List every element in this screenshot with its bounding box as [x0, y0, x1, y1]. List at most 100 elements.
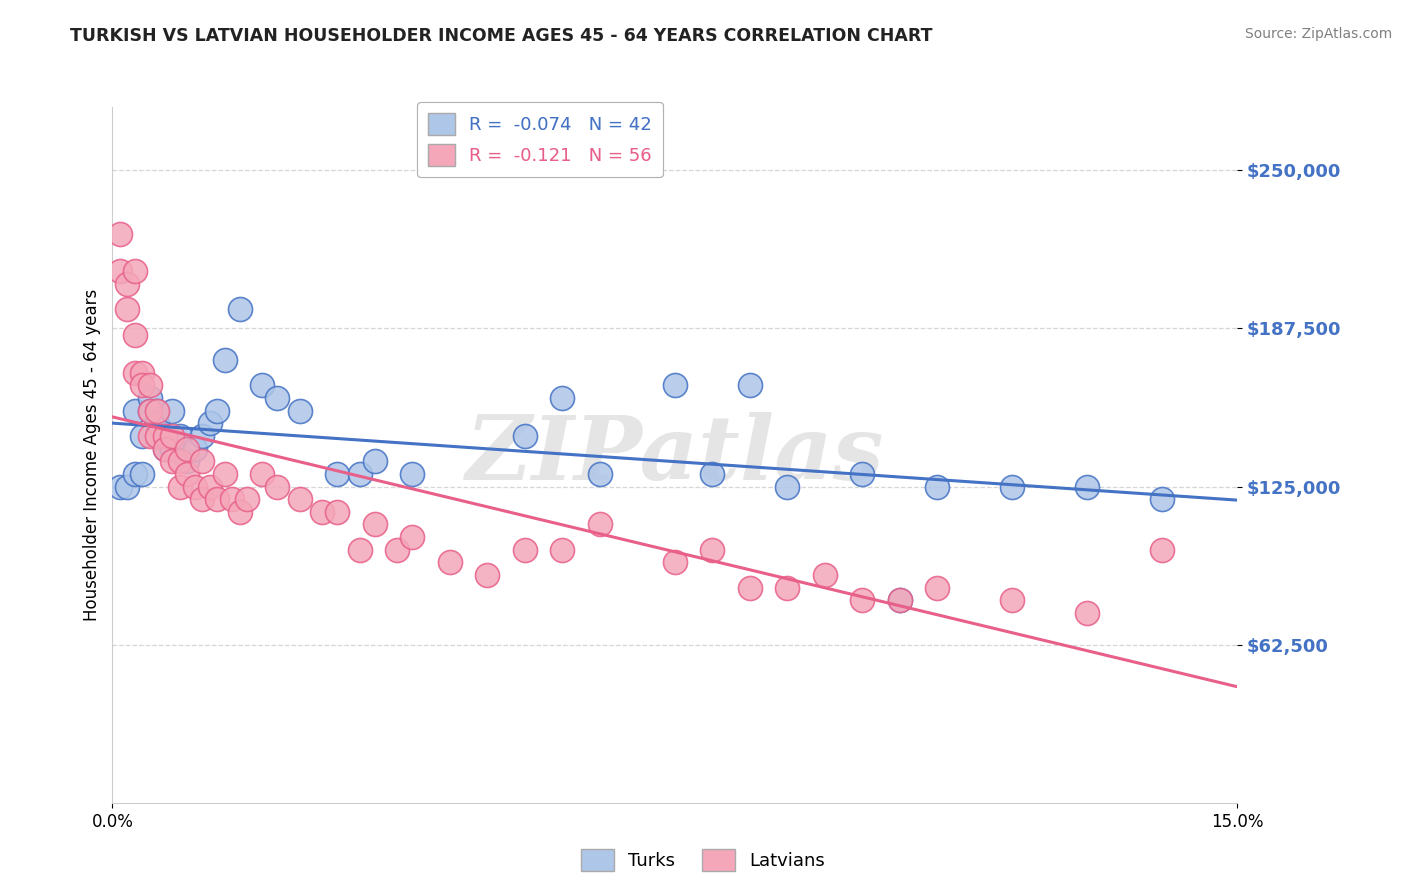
Point [364, 517, 387, 532]
Text: TURKISH VS LATVIAN HOUSEHOLDER INCOME AGES 45 - 64 YEARS CORRELATION CHART: TURKISH VS LATVIAN HOUSEHOLDER INCOME AG… [70, 27, 932, 45]
Point [162, 403, 184, 417]
Point [229, 505, 252, 519]
Point [191, 454, 214, 468]
Point [124, 403, 146, 417]
Point [131, 366, 153, 380]
Point [139, 429, 162, 443]
Point [108, 227, 131, 241]
Point [153, 429, 176, 443]
Point [176, 442, 198, 456]
Point [288, 403, 311, 417]
Point [117, 479, 139, 493]
Point [214, 467, 236, 481]
Point [169, 454, 191, 468]
Point [551, 542, 574, 557]
Point [131, 378, 153, 392]
Point [146, 403, 169, 417]
Point [191, 429, 214, 443]
Point [236, 492, 259, 507]
Legend: R =  -0.074   N = 42, R =  -0.121   N = 56: R = -0.074 N = 42, R = -0.121 N = 56 [418, 103, 662, 177]
Point [153, 429, 176, 443]
Point [387, 542, 409, 557]
Point [139, 403, 162, 417]
Point [349, 542, 371, 557]
Point [814, 568, 837, 582]
Point [477, 568, 499, 582]
Point [191, 492, 214, 507]
Text: Source: ZipAtlas.com: Source: ZipAtlas.com [1244, 27, 1392, 41]
Point [221, 492, 243, 507]
Point [702, 542, 724, 557]
Point [927, 479, 949, 493]
Point [927, 581, 949, 595]
Point [401, 467, 423, 481]
Point [776, 581, 799, 595]
Point [153, 442, 176, 456]
Point [664, 378, 686, 392]
Point [176, 467, 198, 481]
Point [889, 593, 911, 607]
Point [139, 391, 162, 405]
Point [513, 429, 536, 443]
Point [401, 530, 423, 544]
Point [288, 492, 311, 507]
Point [266, 391, 288, 405]
Point [589, 517, 612, 532]
Point [169, 479, 191, 493]
Point [738, 378, 761, 392]
Point [1076, 606, 1098, 620]
Point [124, 327, 146, 342]
Point [851, 593, 873, 607]
Point [176, 454, 198, 468]
Point [131, 429, 153, 443]
Point [702, 467, 724, 481]
Point [117, 277, 139, 292]
Point [162, 429, 184, 443]
Point [311, 505, 333, 519]
Point [1001, 479, 1024, 493]
Point [184, 442, 207, 456]
Point [252, 378, 274, 392]
Point [889, 593, 911, 607]
Point [198, 479, 221, 493]
Point [551, 391, 574, 405]
Point [738, 581, 761, 595]
Point [207, 403, 229, 417]
Point [146, 429, 169, 443]
Point [266, 479, 288, 493]
Point [252, 467, 274, 481]
Legend: Turks, Latvians: Turks, Latvians [574, 842, 832, 879]
Point [229, 302, 252, 317]
Text: ZIPatlas: ZIPatlas [467, 412, 883, 498]
Point [146, 417, 169, 431]
Point [124, 467, 146, 481]
Point [1152, 492, 1174, 507]
Point [1076, 479, 1098, 493]
Point [124, 264, 146, 278]
Point [349, 467, 371, 481]
Point [364, 454, 387, 468]
Point [1001, 593, 1024, 607]
Point [439, 556, 461, 570]
Point [664, 556, 686, 570]
Point [851, 467, 873, 481]
Point [198, 417, 221, 431]
Point [146, 403, 169, 417]
Point [162, 442, 184, 456]
Point [124, 366, 146, 380]
Point [589, 467, 612, 481]
Point [169, 429, 191, 443]
Y-axis label: Householder Income Ages 45 - 64 years: Householder Income Ages 45 - 64 years [83, 289, 101, 621]
Point [513, 542, 536, 557]
Point [108, 479, 131, 493]
Point [214, 353, 236, 368]
Point [162, 454, 184, 468]
Point [326, 467, 349, 481]
Point [108, 264, 131, 278]
Point [153, 442, 176, 456]
Point [139, 403, 162, 417]
Point [184, 479, 207, 493]
Point [207, 492, 229, 507]
Point [139, 378, 162, 392]
Point [776, 479, 799, 493]
